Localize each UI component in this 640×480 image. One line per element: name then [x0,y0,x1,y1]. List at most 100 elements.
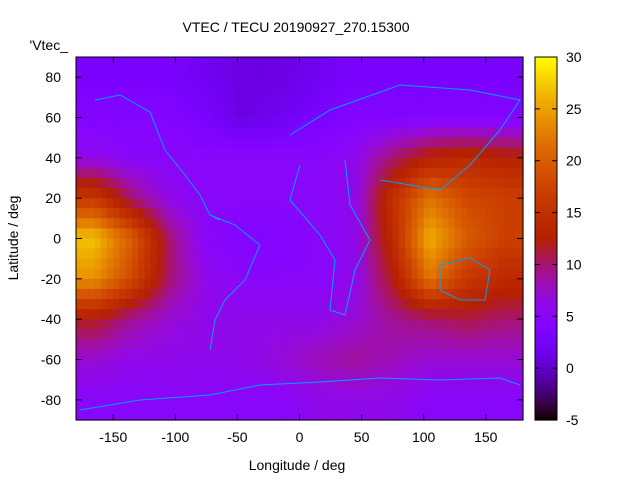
heatmap-cell [82,97,90,109]
heatmap-cell [318,157,325,169]
heatmap-cell [374,77,381,88]
heatmap-cell [442,309,450,320]
heatmap-cell [293,278,301,290]
colorbar-segment [535,407,557,412]
colorbar-segment [535,247,557,252]
heatmap-cell [405,97,412,109]
heatmap-cell [411,87,419,98]
heatmap-cell [206,97,214,109]
heatmap-cell [237,389,245,401]
heatmap-cell [467,339,474,351]
heatmap-cell [131,77,139,88]
heatmap-cell [218,57,226,68]
heatmap-cell [417,57,425,68]
heatmap-cell [367,309,375,320]
heatmap-cell [274,228,282,240]
heatmap-cell [504,137,512,149]
heatmap-cell [156,178,164,189]
heatmap-cell [498,147,505,159]
heatmap-cell [249,97,257,109]
heatmap-cell [280,167,288,179]
heatmap-cell [299,117,307,129]
heatmap-cell [460,278,468,290]
heatmap-cell [336,127,344,139]
heatmap-cell [206,409,214,421]
heatmap-cell [392,339,400,351]
heatmap-cell [436,117,443,129]
heatmap-cell [324,248,332,260]
heatmap-cell [423,107,431,119]
heatmap-cell [82,208,90,219]
heatmap-cell [162,87,170,98]
heatmap-cell [479,299,487,310]
heatmap-cell [287,147,294,159]
heatmap-cell [212,389,220,401]
heatmap-cell [125,228,133,240]
heatmap-cell [100,127,108,139]
heatmap-cell [243,157,251,169]
heatmap-cell [411,157,419,169]
heatmap-cell [398,278,406,290]
heatmap-cell [113,117,121,129]
heatmap-cell [119,87,127,98]
heatmap-cell [411,339,419,351]
heatmap-cell [473,228,481,240]
heatmap-cell [330,278,338,290]
heatmap-cell [274,198,282,209]
heatmap-cell [243,369,251,381]
heatmap-cell [504,299,512,310]
heatmap-cell [243,329,251,340]
heatmap-cell [454,258,462,270]
heatmap-cell [504,218,512,230]
heatmap-cell [82,389,90,401]
heatmap-cell [429,309,437,320]
heatmap-cell [374,278,381,290]
heatmap-cell [448,198,456,209]
heatmap-cell [274,87,282,98]
heatmap-cell [125,77,133,88]
heatmap-cell [206,87,214,98]
heatmap-cell [318,389,325,401]
heatmap-cell [243,288,251,300]
heatmap-cell [299,218,307,230]
heatmap-cell [237,288,245,300]
heatmap-cell [287,167,294,179]
heatmap-cell [318,178,325,189]
heatmap-cell [193,87,201,98]
heatmap-cell [268,157,276,169]
heatmap-cell [336,137,344,149]
heatmap-cell [287,299,294,310]
heatmap-cell [262,117,270,129]
heatmap-cell [162,198,170,209]
heatmap-cell [107,319,114,330]
heatmap-cell [392,147,400,159]
heatmap-cell [187,157,195,169]
heatmap-cell [94,389,102,401]
heatmap-cell [107,127,114,139]
heatmap-cell [107,268,114,280]
heatmap-cell [318,87,325,98]
heatmap-cell [82,127,90,139]
heatmap-cell [94,127,102,139]
heatmap-cell [206,107,214,119]
heatmap-cell [175,369,183,381]
heatmap-cell [119,238,127,250]
heatmap-cell [212,218,220,230]
heatmap-cell [237,77,245,88]
heatmap-cell [256,339,263,351]
heatmap-cell [256,399,263,411]
heatmap-cell [479,288,487,300]
heatmap-cell [187,319,195,330]
heatmap-cell [374,157,381,169]
colorbar-segment [535,286,557,291]
heatmap-cell [485,309,493,320]
heatmap-cell [138,309,145,320]
heatmap-cell [479,248,487,260]
heatmap-cell [256,228,263,240]
heatmap-cell [349,198,356,209]
heatmap-cell [113,248,121,260]
heatmap-cell [200,369,207,381]
heatmap-cell [498,167,505,179]
heatmap-cell [324,288,332,300]
